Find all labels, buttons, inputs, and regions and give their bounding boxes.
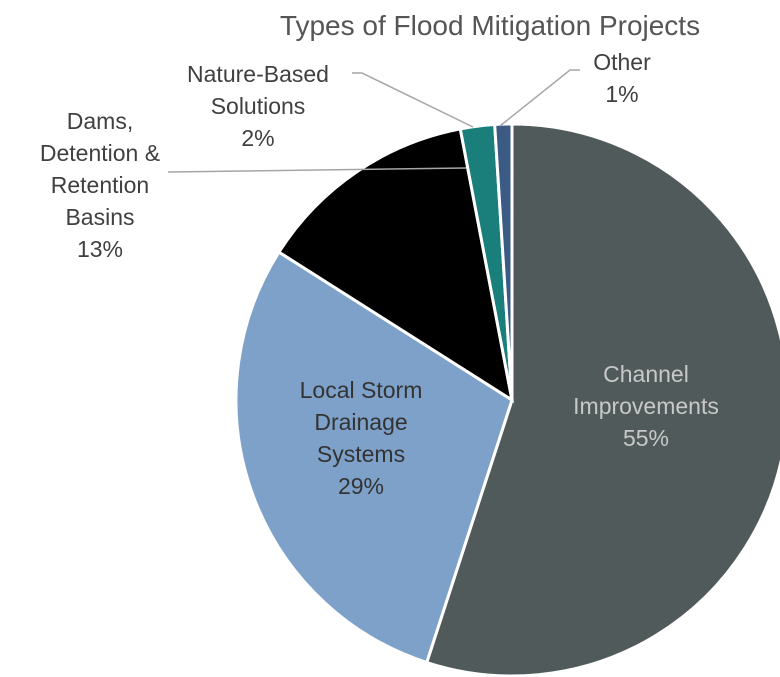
category-name: Channel Improvements: [573, 361, 719, 419]
chart-title: Types of Flood Mitigation Projects: [279, 10, 701, 41]
slice-label: Other 1%: [572, 46, 672, 110]
value-label: 29%: [337, 473, 385, 499]
slice-label: Dams, Detention & Retention Basins 13%: [25, 105, 175, 265]
pie-slice: [424, 122, 780, 677]
value-label: 1%: [605, 81, 639, 107]
value-label: 2%: [241, 125, 275, 151]
category-name: Local Storm Drainage Systems: [299, 377, 423, 467]
slices: [234, 122, 780, 677]
slice-label: Local Storm Drainage Systems 29%: [286, 374, 436, 502]
slice-label: Channel Improvements 55%: [546, 358, 746, 454]
category-name: Dams, Detention & Retention Basins: [39, 108, 161, 230]
category-name: Other: [593, 49, 651, 75]
leader-line: [167, 167, 467, 173]
slice-label: Nature-Based Solutions 2%: [163, 58, 353, 154]
value-label: 13%: [76, 236, 124, 262]
value-label: 55%: [622, 425, 670, 451]
category-name: Nature-Based Solutions: [187, 61, 329, 119]
leader-line: [499, 69, 580, 127]
leader-line: [352, 72, 474, 128]
pie-slice: [234, 250, 514, 665]
pie-slice: [276, 127, 515, 404]
